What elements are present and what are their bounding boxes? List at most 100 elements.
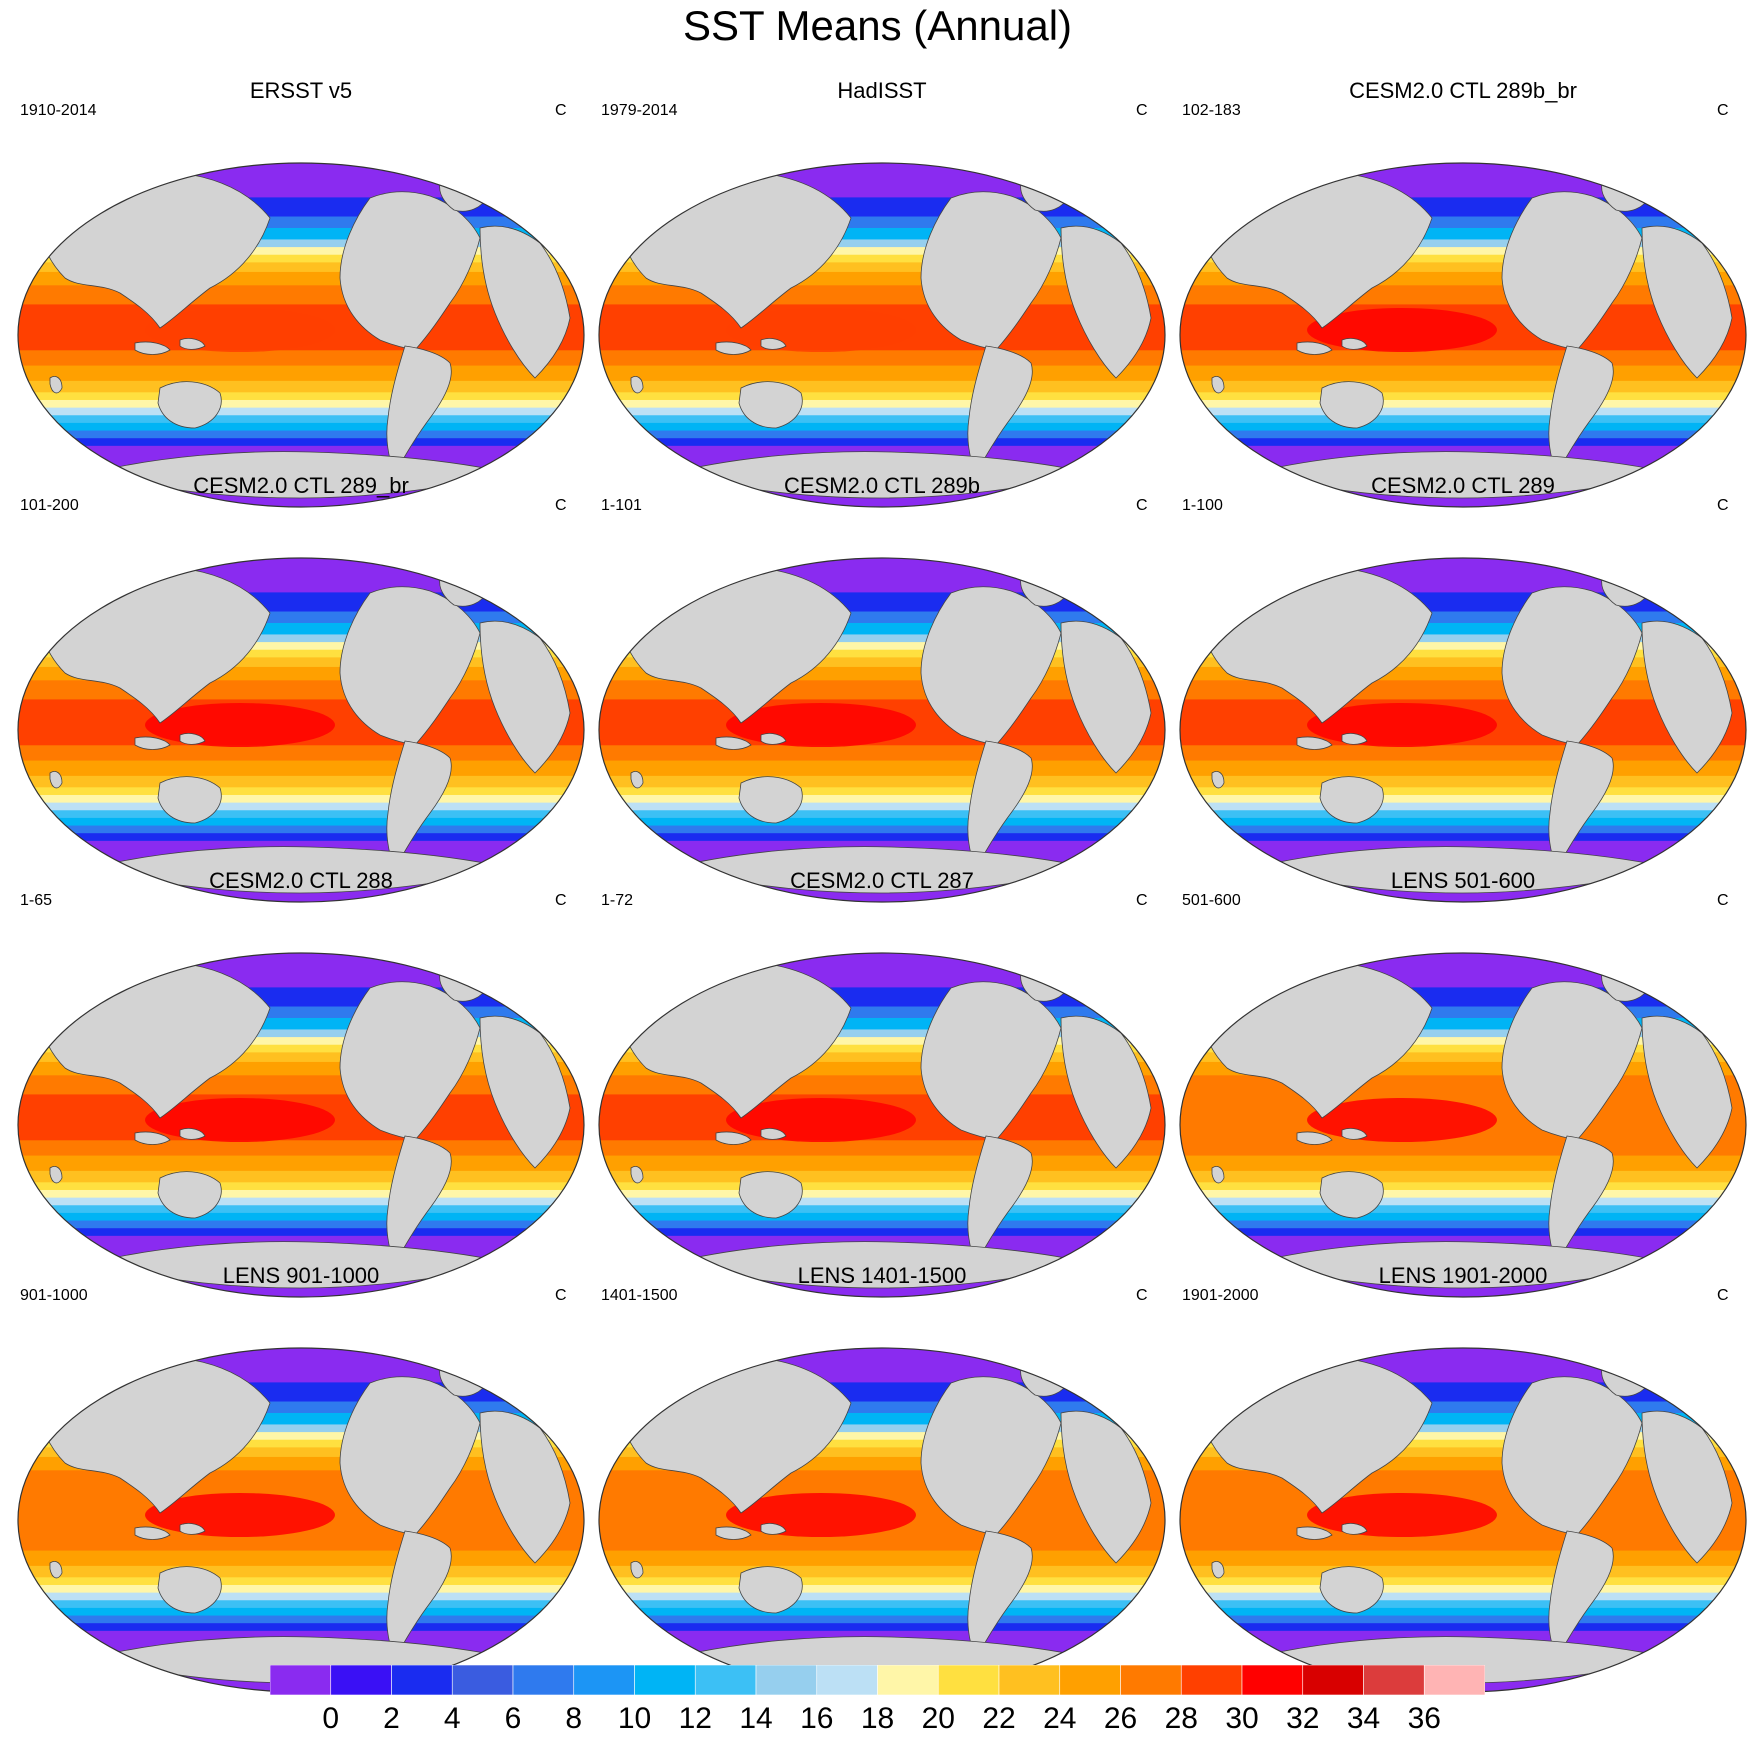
sst-band (1180, 163, 1746, 198)
colorbar-tick-label: 14 (739, 1702, 773, 1735)
colorbar-tick-label: 28 (1164, 1702, 1198, 1735)
sst-band (18, 1029, 584, 1038)
sst-band (599, 1220, 1165, 1229)
land-mass (738, 1566, 803, 1614)
colorbar-box (330, 1665, 392, 1696)
sst-band (599, 399, 1165, 409)
sst-band (1180, 1037, 1746, 1046)
sst-band (599, 657, 1165, 668)
sst-band (18, 1044, 584, 1053)
sst-band (1180, 1607, 1746, 1617)
sst-band (1180, 1382, 1746, 1403)
land-mass (715, 1526, 752, 1540)
panel-units: C (555, 892, 567, 909)
panel-period: 1-101 (601, 497, 642, 514)
sst-band (18, 1220, 584, 1229)
sst-band (1180, 247, 1746, 256)
sst-band (1180, 1447, 1746, 1458)
colorbar-tick-label: 20 (921, 1702, 955, 1735)
land-mass (715, 1131, 752, 1145)
land-mass (479, 225, 571, 379)
panel-units: C (555, 102, 567, 119)
sst-band (1180, 438, 1746, 447)
map-panel: CESM2.0 CTL 289b 1-101 C (591, 473, 1173, 903)
sst-band (1180, 787, 1746, 796)
sst-band (599, 1205, 1165, 1214)
land-mass (1211, 1561, 1225, 1579)
sst-band (18, 592, 584, 613)
panel-period: 1401-1500 (601, 1287, 678, 1304)
sst-band (1180, 1205, 1746, 1214)
sst-band (1180, 825, 1746, 834)
land-mass (157, 776, 222, 824)
panel-units: C (1136, 1287, 1148, 1304)
sst-band (1180, 1348, 1746, 1383)
land-mass (1548, 345, 1614, 474)
sst-band (599, 775, 1165, 788)
sst-band (1180, 745, 1746, 762)
land-mass (179, 733, 206, 745)
sst-band (18, 392, 584, 401)
sst-band (18, 380, 584, 393)
sst-band (599, 1600, 1165, 1609)
sst-band (1180, 1170, 1746, 1183)
land-mass (1641, 620, 1733, 774)
sst-band (599, 1592, 1165, 1601)
land-mass (1211, 1166, 1225, 1184)
sst-band (1180, 422, 1746, 432)
sst-band (18, 1348, 584, 1383)
sst-band (1180, 1432, 1746, 1441)
land-mass (134, 341, 171, 355)
sst-map (1179, 952, 1747, 1298)
sst-band (599, 1550, 1165, 1567)
sst-band (1180, 1577, 1746, 1586)
land-mass (1319, 776, 1384, 824)
sst-band (18, 227, 584, 240)
panel-title: CESM2.0 CTL 288 (209, 868, 393, 893)
sst-band (599, 794, 1165, 804)
panel-period: 1901-2000 (1182, 1287, 1259, 1304)
sst-band (1180, 380, 1746, 393)
sst-band (18, 1592, 584, 1601)
sst-band (18, 1205, 584, 1214)
sst-band (1180, 1189, 1746, 1199)
land-mass (1501, 191, 1643, 351)
sst-band (18, 1584, 584, 1594)
sst-band (599, 1584, 1165, 1594)
land-mass (920, 981, 1062, 1141)
sst-band (599, 422, 1165, 432)
sst-band (18, 987, 584, 1008)
colorbar-tick-label: 34 (1346, 1702, 1381, 1735)
land-mass (1341, 338, 1368, 350)
sst-band (599, 592, 1165, 613)
colorbar-tick-label: 10 (617, 1702, 652, 1735)
sst-band (599, 1006, 1165, 1019)
sst-band (599, 745, 1165, 762)
sst-band (599, 1182, 1165, 1191)
panel-units: C (1717, 892, 1729, 909)
sst-band (1180, 1220, 1746, 1229)
sst-map (1179, 1347, 1747, 1693)
sst-band (18, 1052, 584, 1063)
sst-band (1180, 1535, 1746, 1552)
sst-band (599, 1140, 1165, 1157)
sst-band (18, 953, 584, 988)
sst-band (18, 1424, 584, 1433)
land-mass (49, 1561, 63, 1579)
sst-band (599, 987, 1165, 1008)
sst-band (599, 1424, 1165, 1433)
land-mass (1060, 225, 1152, 379)
sst-band (1180, 262, 1746, 273)
sst-band (18, 247, 584, 256)
sst-band (599, 649, 1165, 658)
sst-band (1180, 622, 1746, 635)
sst-band (1180, 1592, 1746, 1601)
sst-band (18, 365, 584, 382)
panel-units: C (1717, 1287, 1729, 1304)
sst-band (599, 810, 1165, 819)
land-mass (1296, 1131, 1333, 1145)
land-mass (386, 345, 452, 474)
panel-period: 1-100 (1182, 497, 1223, 514)
colorbar-box (1180, 1665, 1243, 1696)
sst-map (1179, 557, 1747, 903)
